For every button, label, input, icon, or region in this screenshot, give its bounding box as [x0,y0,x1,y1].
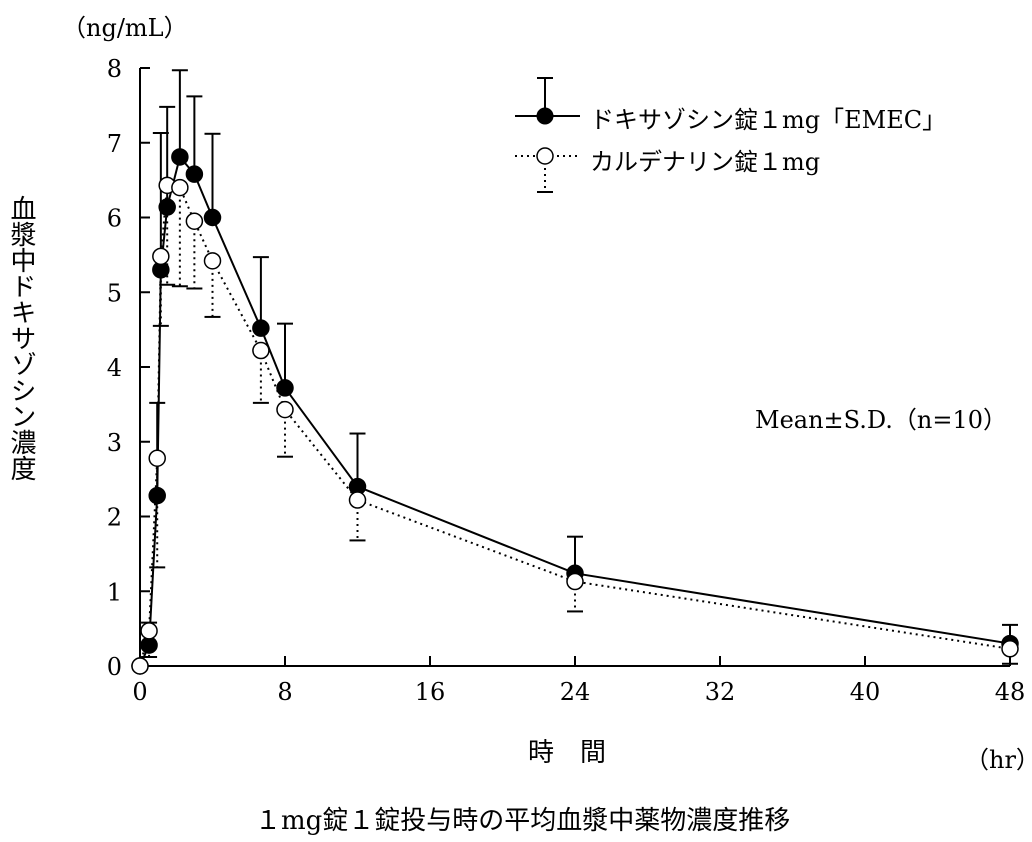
x-unit-label: （hr） [965,746,1032,774]
data-point [152,247,170,266]
data-point [148,449,166,467]
x-axis-label: 時 間 [528,738,607,768]
data-point [252,341,270,360]
chart-caption: １mg錠１錠投与時の平均血漿中薬物濃度推移 [255,806,791,836]
x-tick-label: 40 [850,678,881,706]
x-tick-label: 24 [560,678,591,706]
data-point [140,622,158,640]
y-tick-label: 7 [107,130,122,158]
data-point [566,572,584,591]
y-tick-label: 6 [107,205,122,233]
x-tick-label: 16 [415,678,446,706]
data-point [252,319,270,337]
legend-label-cardenalin: カルデナリン錠１mg [590,148,821,176]
data-point [276,400,294,419]
data-point [203,208,222,227]
y-tick-label: 5 [107,279,122,307]
stats-annotation: Mean±S.D.（n=10） [755,406,1007,434]
x-tick-label: 8 [277,678,292,706]
data-point [1001,640,1019,658]
y-tick-label: 1 [107,578,122,606]
x-tick-label: 48 [995,678,1026,706]
legend-label-doxazosin: ドキサゾシン錠１mg「EMEC」 [590,106,947,134]
data-point [348,491,367,509]
x-tick-label: 0 [132,678,147,706]
data-point [185,165,204,183]
y-unit-label: （ng/mL） [62,14,188,42]
data-point [158,198,176,216]
data-point [131,657,149,675]
y-tick-label: 2 [107,504,122,532]
y-tick-label: 4 [107,354,122,382]
data-point [203,252,222,270]
y-tick-label: 3 [107,429,122,457]
data-point [171,178,189,197]
legend-marker-open [536,147,554,165]
y-tick-label: 8 [107,55,122,83]
x-tick-label: 32 [705,678,736,706]
data-point [171,148,189,166]
y-axis-label: 血漿中ドキサゾシン濃度 [6,195,36,481]
data-point [185,212,204,230]
legend-marker-filled [536,107,554,125]
data-point [276,379,294,397]
y-tick-label: 0 [107,653,122,681]
